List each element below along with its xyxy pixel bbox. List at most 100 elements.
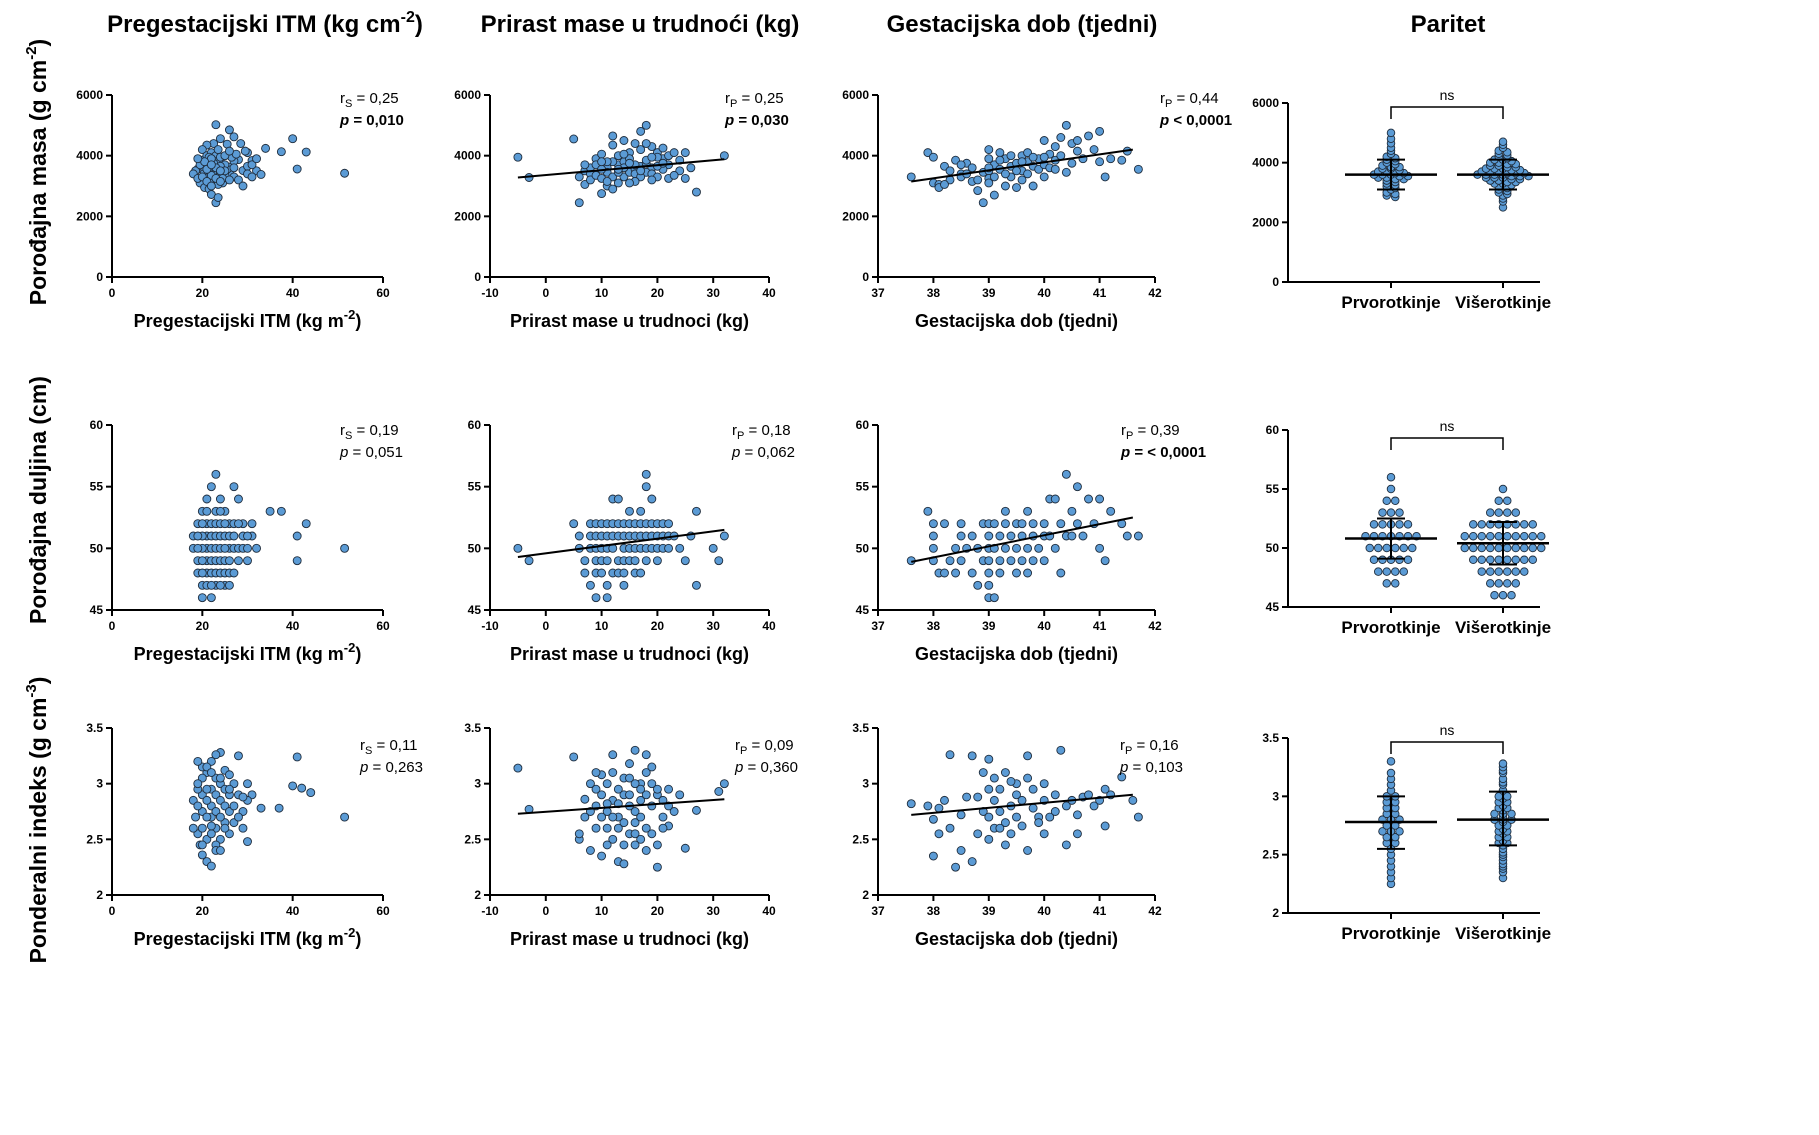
data-point	[211, 750, 221, 760]
data-point	[229, 482, 239, 492]
x-tick-label: -10	[481, 619, 499, 633]
data-point	[1369, 520, 1379, 529]
data-point	[1378, 508, 1387, 517]
column-title-text: Pregestacijski ITM (kg cm	[107, 11, 400, 38]
data-point	[680, 173, 690, 183]
data-point	[641, 469, 651, 479]
y-tick-label: 2	[1272, 906, 1279, 920]
data-point	[1100, 821, 1110, 831]
category-label: Višerotkinje	[1455, 618, 1551, 637]
data-point	[569, 519, 579, 529]
stat-symbol: r	[735, 737, 740, 754]
data-point	[1382, 496, 1391, 506]
data-point	[243, 531, 252, 541]
y-tick-label: 3	[96, 777, 103, 791]
chart-pi_gain: 2 2.5 3 3.5 -10 0 10 20 30 40 Prirast mase u trudn…	[464, 721, 798, 949]
data-point	[1460, 543, 1469, 553]
data-point	[1485, 579, 1495, 588]
data-point	[1133, 164, 1143, 174]
data-point	[1095, 126, 1105, 136]
data-point	[967, 751, 977, 761]
data-point	[1039, 152, 1049, 162]
data-point	[680, 148, 690, 158]
data-point	[984, 834, 994, 844]
data-point	[625, 759, 634, 769]
data-point	[224, 125, 234, 135]
stat-correlation: rP = 0,09	[735, 737, 794, 757]
data-point	[513, 763, 523, 773]
data-point	[619, 580, 629, 590]
category-label: Prvorotkinje	[1341, 618, 1440, 637]
data-point	[256, 803, 266, 813]
y-tick-label: 45	[90, 603, 104, 617]
y-tick-label: 60	[468, 418, 482, 432]
data-point	[636, 145, 646, 155]
data-point	[234, 175, 243, 185]
data-point	[619, 136, 629, 145]
data-point	[928, 152, 938, 162]
x-axis-label-text: Gestacijska dob (tjedni)	[915, 929, 1118, 949]
data-point	[1407, 543, 1417, 553]
data-point	[213, 145, 223, 155]
data-point	[238, 792, 248, 802]
y-tick-label: 55	[1266, 482, 1280, 496]
data-point	[1050, 142, 1060, 152]
data-point	[956, 519, 966, 529]
stat-value: = 0,25	[737, 90, 783, 107]
data-point	[1494, 531, 1503, 541]
data-point	[340, 543, 350, 553]
data-point	[585, 779, 595, 789]
data-point	[984, 145, 994, 155]
chart-len_gain: 45 50 55 60 -10 0 10 20 30 40 Prirast mase u trudn…	[468, 418, 795, 664]
data-point	[243, 779, 252, 789]
data-point	[692, 805, 701, 815]
data-point	[1017, 795, 1027, 805]
data-point	[193, 154, 203, 164]
data-point	[973, 829, 983, 839]
data-point	[1498, 590, 1508, 600]
data-point	[1006, 556, 1016, 566]
y-tick-label: 50	[468, 541, 482, 555]
data-point	[641, 846, 651, 855]
data-point	[202, 506, 212, 516]
data-point	[1403, 520, 1413, 529]
data-point	[1012, 568, 1021, 578]
y-tick-label: 60	[856, 418, 870, 432]
data-point	[1084, 131, 1093, 141]
data-point	[585, 846, 595, 855]
data-point	[1395, 508, 1404, 517]
x-axis-label-sup: -2	[344, 925, 356, 940]
data-point	[928, 519, 938, 529]
data-point	[1117, 155, 1127, 165]
data-point	[692, 580, 701, 590]
data-point	[1386, 484, 1396, 494]
y-tick-label: 2.5	[1262, 848, 1279, 862]
column-title-text: Paritet	[1411, 11, 1486, 38]
data-point	[641, 556, 651, 566]
data-point	[945, 166, 955, 176]
data-point	[641, 823, 651, 833]
data-point	[1395, 520, 1404, 529]
data-point	[669, 807, 679, 816]
data-point	[206, 821, 216, 831]
data-point	[989, 795, 999, 805]
column-title-sup: -2	[401, 9, 415, 26]
data-point	[1061, 840, 1071, 850]
data-point	[256, 170, 266, 179]
y-tick-label: 6000	[1252, 96, 1279, 110]
data-point	[641, 482, 651, 492]
data-point	[923, 801, 933, 811]
stat-p-value: p = 0,062	[731, 444, 795, 461]
data-point	[652, 862, 662, 872]
data-point	[613, 178, 623, 188]
significance-bracket	[1390, 437, 1504, 450]
data-point	[636, 834, 646, 844]
stat-subscript: S	[365, 745, 372, 757]
data-point	[524, 556, 534, 566]
data-point	[1050, 790, 1060, 800]
data-point	[1494, 555, 1503, 565]
data-point	[1061, 469, 1071, 479]
data-point	[597, 851, 607, 861]
data-point	[574, 531, 584, 541]
x-tick-label: 38	[927, 286, 941, 300]
